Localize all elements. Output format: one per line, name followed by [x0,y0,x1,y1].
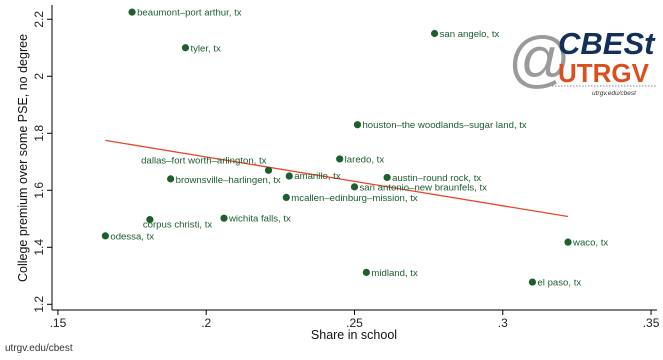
x-tick-label: .2 [201,316,211,330]
logo-utrgv-text: UTRGV [558,58,650,88]
y-tick-label: 2 [32,73,46,80]
cbest-logo: @ CBESt UTRGV utrgv.edu/cbest [508,25,656,97]
data-point [181,44,190,52]
data-point [285,172,293,180]
point-label: wichita falls, tx [228,214,291,225]
data-point [101,232,109,240]
data-point [430,29,439,38]
y-tick-label: 1.6 [32,182,46,199]
logo-url: utrgv.edu/cbest [592,90,637,97]
data-point [220,214,228,222]
point-label: houston–the woodlands–sugar land, tx [362,120,526,131]
point-label: el paso, tx [537,278,581,289]
data-points: beaumont–port arthur, tx tyler, tx san ang… [101,8,608,289]
footer-url: utrgv.edu/cbest [5,343,73,354]
point-label: tyler, tx [190,43,221,54]
fit-line-group [105,139,569,218]
x-tick-label: .25 [346,316,363,330]
point-label: corpus christi, tx [143,220,213,231]
point-label: laredo, tx [345,154,385,165]
point-label: odessa, tx [110,231,154,242]
data-point [350,183,359,191]
x-axis-title: Share in school [311,328,397,342]
y-tick-label: 1.8 [32,125,46,142]
y-axis-title: College premium over some PSE, no degree [16,34,30,282]
point-label: amarillo, tx [294,171,341,182]
point-label: mcallen–edinburg–mission, tx [291,193,418,204]
logo-cbest-text: CBESt [558,26,656,61]
data-point [167,175,175,183]
point-label: dallas–fort worth–arlington, tx [141,155,267,166]
data-point [264,166,273,174]
x-tick-label: .3 [498,316,508,330]
point-label: austin–round rock, tx [392,173,481,184]
y-tick-label: 1.4 [32,239,46,256]
y-tick-label: 1.2 [32,296,46,313]
point-label: beaumont–port arthur, tx [137,8,242,19]
data-point [564,238,572,246]
data-point [336,155,344,163]
data-point [353,121,362,129]
data-point [282,193,290,202]
x-tick-label: .15 [50,316,67,330]
point-label: brownsville–harlingen, tx [176,175,281,186]
fit-line [105,139,569,218]
logo-at-sign: @ [508,25,571,94]
point-label: san angelo, tx [440,29,500,40]
x-tick-label: .35 [643,316,660,330]
point-label: midland, tx [371,268,418,279]
point-label: san antonio–new braunfels, tx [360,182,488,193]
data-point [362,268,370,276]
data-point [383,173,391,182]
y-tick-label: 2.2 [32,11,46,28]
data-point [128,8,136,16]
axes: .15 .2 .25 .3 .35 1.2 1.4 1.6 1.8 2 2.2 [32,5,660,330]
data-point [146,216,154,224]
data-point [528,278,537,286]
point-label: waco, tx [572,238,608,249]
